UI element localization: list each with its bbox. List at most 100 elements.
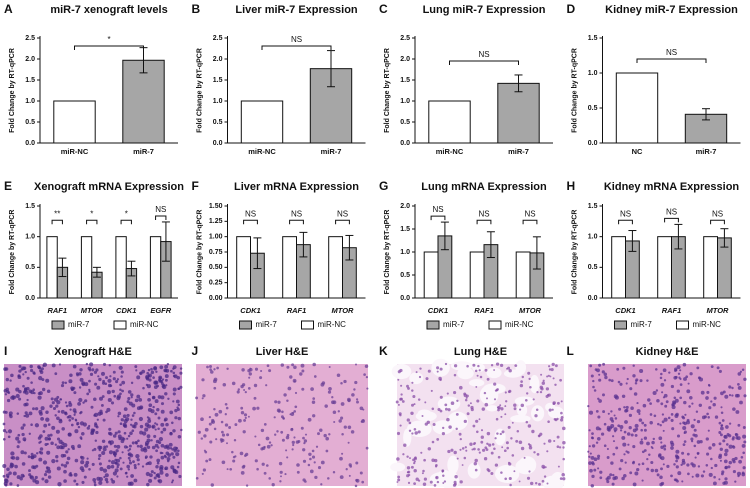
image-title: Liver H&E bbox=[256, 346, 309, 358]
nucleus bbox=[155, 449, 158, 453]
significance-label: NS bbox=[478, 50, 489, 59]
nucleus bbox=[73, 479, 77, 483]
nucleus bbox=[459, 480, 463, 484]
nucleus bbox=[110, 464, 115, 469]
nucleus bbox=[81, 381, 86, 386]
nucleus bbox=[546, 450, 549, 453]
nucleus bbox=[658, 436, 663, 441]
nucleus bbox=[20, 450, 25, 455]
nucleus bbox=[461, 464, 464, 466]
bar bbox=[240, 100, 284, 144]
nucleus bbox=[88, 368, 92, 372]
nucleus bbox=[281, 410, 284, 414]
nucleus bbox=[603, 372, 608, 376]
nucleus bbox=[597, 457, 600, 460]
nucleus bbox=[136, 444, 140, 448]
nucleus bbox=[148, 478, 153, 483]
nucleus bbox=[49, 404, 53, 408]
nucleus bbox=[286, 399, 289, 402]
nucleus bbox=[276, 430, 279, 433]
nucleus bbox=[111, 389, 115, 394]
nucleus bbox=[90, 405, 94, 409]
nucleus bbox=[9, 414, 13, 419]
nucleus bbox=[590, 484, 595, 488]
nucleus bbox=[88, 388, 91, 392]
nucleus bbox=[115, 380, 119, 384]
nucleus bbox=[294, 391, 298, 395]
nucleus bbox=[742, 434, 747, 439]
nucleus bbox=[686, 463, 690, 467]
nucleus bbox=[487, 469, 491, 473]
nucleus bbox=[614, 395, 619, 400]
nucleus bbox=[476, 399, 480, 403]
nucleus bbox=[208, 364, 213, 369]
nucleus bbox=[634, 382, 638, 385]
nucleus bbox=[129, 481, 134, 486]
nucleus bbox=[403, 443, 407, 447]
nucleus bbox=[649, 413, 653, 416]
nucleus bbox=[19, 476, 23, 481]
nucleus bbox=[682, 443, 686, 446]
nucleus bbox=[160, 422, 165, 427]
nucleus bbox=[662, 429, 665, 432]
nucleus bbox=[505, 400, 508, 403]
nucleus bbox=[406, 384, 409, 388]
nucleus bbox=[710, 466, 713, 470]
bar bbox=[149, 236, 162, 299]
nucleus bbox=[253, 383, 258, 388]
nucleus bbox=[17, 433, 21, 437]
nucleus bbox=[265, 464, 269, 467]
legend-swatch bbox=[676, 320, 689, 330]
significance-bracket bbox=[155, 215, 167, 220]
nucleus bbox=[6, 467, 10, 472]
nucleus bbox=[15, 387, 20, 392]
nucleus bbox=[338, 419, 342, 423]
nucleus bbox=[505, 441, 509, 445]
nucleus bbox=[336, 373, 341, 378]
nucleus bbox=[172, 455, 176, 459]
nucleus bbox=[151, 425, 155, 429]
nucleus bbox=[291, 440, 295, 445]
nucleus bbox=[120, 375, 123, 378]
nucleus bbox=[201, 472, 204, 475]
nucleus bbox=[535, 408, 539, 412]
nucleus bbox=[652, 390, 657, 396]
nucleus bbox=[640, 438, 643, 441]
nucleus bbox=[56, 445, 61, 450]
nucleus bbox=[159, 470, 164, 475]
alveolus bbox=[457, 367, 474, 380]
panel-letter: E bbox=[4, 179, 12, 193]
nucleus bbox=[156, 461, 160, 465]
bar bbox=[615, 72, 659, 144]
nucleus bbox=[459, 448, 462, 451]
nucleus bbox=[724, 466, 728, 470]
nucleus bbox=[470, 405, 474, 410]
nucleus bbox=[673, 375, 678, 380]
nucleus bbox=[693, 444, 697, 448]
nucleus bbox=[222, 383, 227, 387]
alveolus bbox=[510, 414, 531, 423]
nucleus bbox=[589, 364, 593, 368]
nucleus bbox=[139, 444, 143, 449]
nucleus bbox=[450, 401, 455, 405]
nucleus bbox=[706, 452, 710, 456]
y-tick-label: 1.0 bbox=[588, 70, 598, 77]
nucleus bbox=[691, 475, 694, 478]
nucleus bbox=[128, 448, 132, 451]
nucleus bbox=[397, 378, 400, 381]
nucleus bbox=[710, 365, 714, 368]
nucleus bbox=[22, 373, 25, 376]
nucleus bbox=[464, 446, 467, 449]
nucleus bbox=[24, 387, 28, 391]
nucleus bbox=[365, 376, 368, 379]
nucleus bbox=[112, 450, 116, 454]
nucleus bbox=[148, 393, 151, 396]
nucleus bbox=[602, 362, 606, 366]
nucleus bbox=[153, 366, 157, 370]
alveolus bbox=[447, 455, 459, 475]
nucleus bbox=[107, 431, 112, 436]
nucleus bbox=[280, 363, 285, 367]
nucleus bbox=[681, 458, 686, 463]
nucleus bbox=[439, 367, 443, 371]
nucleus bbox=[724, 477, 728, 481]
